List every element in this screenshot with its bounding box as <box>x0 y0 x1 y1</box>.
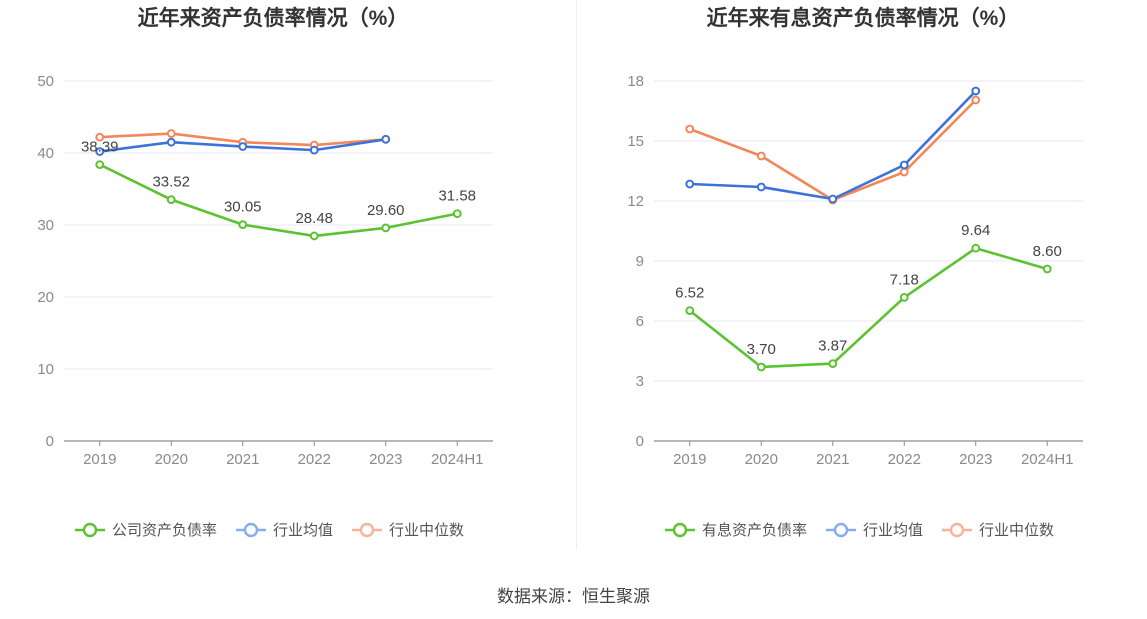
chart-title: 近年来资产负债率情况（%） <box>138 6 409 30</box>
data-point <box>1042 264 1052 274</box>
y-tick-label: 50 <box>37 73 54 90</box>
legend-marker <box>243 522 259 538</box>
chart-panel-debt-ratio: 近年来资产负债率情况（%） 0 10 20 30 40 50 2019 2020 2021 2022… <box>0 0 575 560</box>
data-point <box>166 195 176 205</box>
data-label: 8.60 <box>1033 243 1062 260</box>
y-tick-label: 9 <box>636 253 644 270</box>
x-tick-label: 2023 <box>369 451 402 468</box>
y-tick-label: 6 <box>636 313 644 330</box>
y-tick-label: 30 <box>37 217 54 234</box>
data-label: 38.39 <box>81 139 119 156</box>
data-label: 3.70 <box>747 341 776 358</box>
data-point <box>828 359 838 369</box>
data-point <box>971 243 981 253</box>
x-tick-label: 2020 <box>155 451 188 468</box>
x-tick-label: 2022 <box>888 451 921 468</box>
data-label: 7.18 <box>890 271 919 288</box>
interest-debt-ratio-chart: 近年来有息资产负债率情况（%） 0 3 6 9 12 15 18 2019 2020 2021 202… <box>627 6 1083 539</box>
panel-divider <box>576 0 577 550</box>
legend-label: 行业中位数 <box>979 522 1054 539</box>
data-label: 3.87 <box>818 338 847 355</box>
data-point <box>452 209 462 219</box>
series-line <box>688 246 1048 369</box>
data-point <box>309 145 319 155</box>
data-point <box>756 182 766 192</box>
x-tick-label: 2023 <box>959 451 992 468</box>
series-line <box>99 163 458 238</box>
data-point <box>685 179 695 189</box>
data-point <box>166 137 176 147</box>
legend-label: 有息资产负债率 <box>702 522 807 539</box>
x-tick-label: 2021 <box>226 451 259 468</box>
legend-label: 行业均值 <box>273 522 333 539</box>
data-point <box>899 160 909 170</box>
data-point <box>381 223 391 233</box>
y-tick-label: 0 <box>46 433 54 450</box>
data-point <box>685 306 695 316</box>
y-tick-label: 15 <box>627 133 644 150</box>
data-point <box>95 132 105 142</box>
chart-title: 近年来有息资产负债率情况（%） <box>707 6 1020 30</box>
data-point <box>685 124 695 134</box>
data-label: 31.58 <box>438 188 476 205</box>
data-label: 33.52 <box>152 174 190 191</box>
data-point <box>971 95 981 105</box>
data-label: 29.60 <box>367 202 405 219</box>
data-source-note: 数据来源：恒生聚源 <box>497 587 650 606</box>
data-label: 28.48 <box>295 210 333 227</box>
data-point <box>381 134 391 144</box>
y-tick-label: 10 <box>37 361 54 378</box>
legend-label: 行业中位数 <box>389 522 464 539</box>
x-tick-label: 2024H1 <box>1021 451 1074 468</box>
data-point <box>756 362 766 372</box>
legend-label: 公司资产负债率 <box>112 522 217 539</box>
data-label: 30.05 <box>224 199 262 216</box>
x-tick-label: 2021 <box>816 451 849 468</box>
y-tick-label: 3 <box>636 373 644 390</box>
data-point <box>95 160 105 169</box>
y-tick-label: 12 <box>627 193 644 210</box>
x-tick-label: 2022 <box>298 451 331 468</box>
data-point <box>309 231 319 241</box>
y-tick-label: 40 <box>37 145 54 162</box>
x-tick-label: 2020 <box>745 451 778 468</box>
legend-label: 行业均值 <box>863 522 923 539</box>
x-tick-label: 2019 <box>673 451 706 468</box>
x-tick-label: 2019 <box>83 451 116 468</box>
legend-marker <box>359 522 375 538</box>
data-point <box>756 151 766 161</box>
data-label: 9.64 <box>961 222 990 239</box>
data-point <box>828 194 838 204</box>
data-point <box>899 293 909 302</box>
data-point <box>238 220 248 230</box>
y-tick-label: 20 <box>37 289 54 306</box>
legend-marker <box>833 522 849 538</box>
legend-marker <box>82 522 98 538</box>
chart-panel-interest-debt-ratio: 近年来有息资产负债率情况（%） 0 3 6 9 12 15 18 2019 2020 2021 202… <box>577 0 1147 560</box>
y-tick-label: 18 <box>627 73 644 90</box>
data-point <box>238 142 248 151</box>
legend-marker <box>949 522 965 538</box>
data-point <box>971 86 981 96</box>
x-tick-label: 2024H1 <box>431 451 484 468</box>
data-point <box>166 129 176 138</box>
legend-marker <box>672 522 688 538</box>
data-point <box>95 147 105 156</box>
y-tick-label: 0 <box>636 433 644 450</box>
data-point <box>899 167 909 177</box>
data-label: 6.52 <box>675 285 704 302</box>
debt-ratio-chart: 近年来资产负债率情况（%） 0 10 20 30 40 50 2019 2020 2021 2022… <box>37 6 493 539</box>
